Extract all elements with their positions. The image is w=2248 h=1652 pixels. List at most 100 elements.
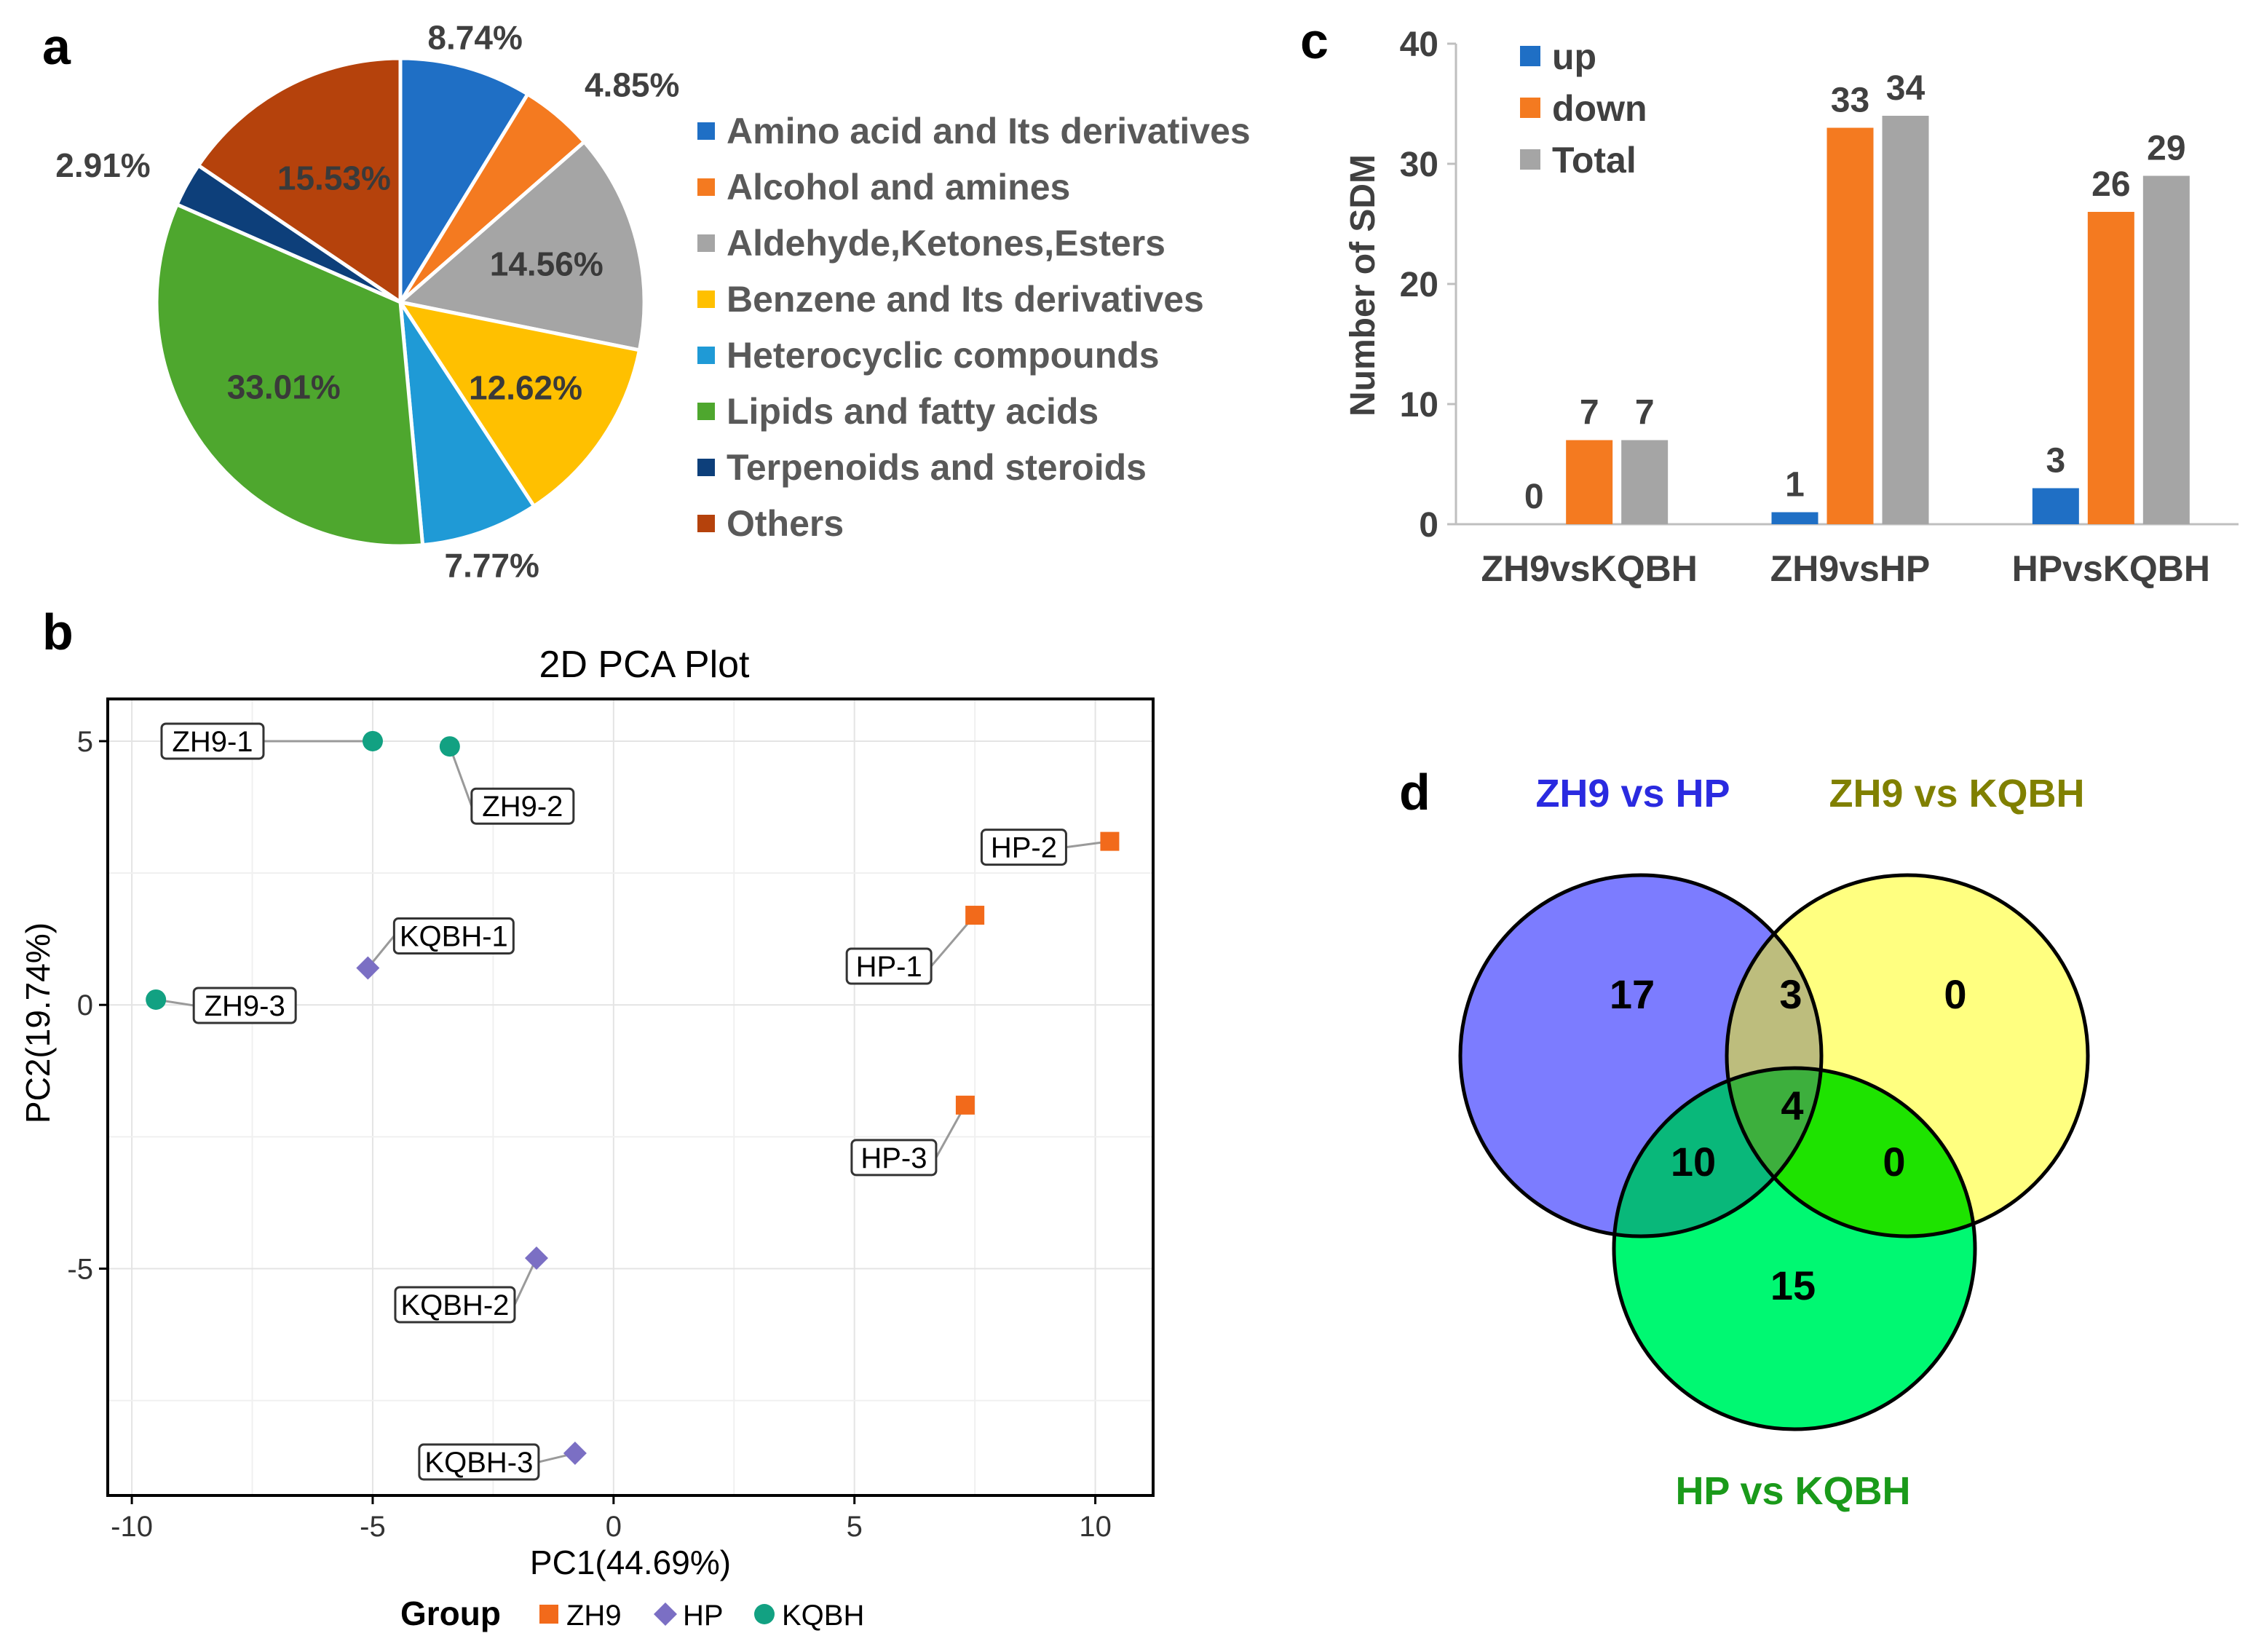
bar-marks (1566, 116, 2190, 524)
bar (1621, 440, 1669, 524)
pie-slice (154, 202, 425, 548)
pie-slice (398, 56, 531, 309)
bar-legend-swatch (1520, 98, 1540, 118)
bar-y-tick-label: 40 (1400, 25, 1438, 64)
bar-category-label: HPvsKQBH (2012, 548, 2210, 589)
pca-legend-label: KQBH (782, 1600, 864, 1632)
pca-point-label: KQBH-3 (424, 1447, 533, 1479)
pca-label-box (418, 1443, 540, 1481)
venn-count-zh9hp-zh9kqbh: 3 (1779, 971, 1802, 1017)
pie-legend-label: Aldehyde,Ketones,Esters (727, 223, 1165, 264)
pca-point (146, 989, 167, 1010)
pca-label-box (392, 917, 515, 955)
pca-point (524, 1246, 548, 1270)
pca-point (356, 956, 380, 980)
pca-point (965, 906, 985, 925)
pie-slice-label: 33.01% (227, 368, 341, 406)
bar-legend-label: down (1552, 88, 1647, 129)
pca-label-box (160, 722, 265, 760)
bar-legend-label: Total (1552, 140, 1636, 181)
pie-slice-label: 2.91% (55, 146, 150, 184)
bar-y-tick-label: 10 (1400, 386, 1438, 424)
pca-x-tick-label: -10 (111, 1511, 153, 1543)
bar-y-tick-label: 30 (1400, 146, 1438, 184)
pie-slices (154, 56, 646, 548)
venn-count-all-three: 4 (1781, 1083, 1803, 1129)
pca-legend-title: Group (400, 1594, 501, 1632)
pie-legend-label: Others (727, 503, 844, 544)
pie-slice-label: 4.85% (585, 66, 679, 104)
bar-legend-swatch (1520, 149, 1540, 170)
pca-point (1100, 831, 1120, 851)
pca-label-box (980, 829, 1067, 866)
pca-labels: ZH9-1 ZH9-2 ZH9-3 HP-1 HP-2 HP-3 KQBH-1 KQBH-2 K… (160, 722, 1067, 1481)
bar (1882, 116, 1929, 524)
pca-grid (108, 699, 1153, 1495)
bar-legend: up down Total (1520, 36, 1647, 181)
bar (1771, 512, 1818, 524)
pie-slice (196, 56, 403, 306)
pca-legend-marker (539, 1605, 558, 1624)
pie-legend-swatch (697, 515, 715, 532)
pca-label-box (850, 1139, 938, 1177)
bar-y-tick-label: 20 (1400, 266, 1438, 304)
pca-y-axis-label: PC2(19.74%) (19, 922, 57, 1123)
pca-point-label: HP-2 (991, 832, 1057, 864)
bar-legend-swatch (1520, 46, 1540, 66)
bar-y-axis-label: Number of SDM (1344, 154, 1382, 416)
pca-point-label: KQBH-2 (400, 1289, 509, 1321)
pca-x-tick-label: -5 (360, 1511, 386, 1543)
bar-y-tick-label: 0 (1419, 506, 1438, 545)
pca-title: 2D PCA Plot (539, 644, 750, 686)
pie-legend-label: Alcohol and amines (727, 167, 1070, 208)
pca-point (563, 1442, 587, 1466)
bar-value-label: 29 (2147, 130, 2185, 168)
venn-diagram: ZH9 vs HP ZH9 vs KQBH HP vs KQBH 17 0 15… (1458, 772, 2090, 1513)
pca-label-box (394, 1286, 516, 1324)
bar-value-label: 0 (1524, 478, 1544, 516)
bar-category-label: ZH9vsKQBH (1481, 548, 1698, 589)
bar-value-label: 26 (2091, 165, 2130, 204)
venn-count-hp-vs-kqbh-only: 15 (1770, 1262, 1816, 1308)
pie-legend-label: Amino acid and Its derivatives (727, 111, 1251, 151)
venn-set-label-hp-vs-kqbh: HP vs KQBH (1675, 1469, 1910, 1513)
pca-label-box (470, 787, 575, 825)
pca-x-tick-label: 0 (606, 1511, 622, 1543)
pca-ticks: -10 -5 0 5 10 -5 0 5 (67, 726, 1111, 1543)
pca-point (439, 736, 460, 757)
panel-label-d: d (1399, 764, 1430, 821)
bar (1826, 127, 1874, 524)
bar-category-label: ZH9vsHP (1770, 548, 1931, 589)
pca-x-tick-label: 5 (847, 1511, 863, 1543)
venn-outline-hp-vs-kqbh (1612, 1066, 1977, 1431)
pca-point-label: ZH9-1 (172, 726, 253, 758)
bar-value-label: 1 (1785, 466, 1805, 505)
bar-value-labels: 0 7 7 1 33 34 3 26 29 (1524, 69, 2186, 516)
bar-value-label: 7 (1580, 394, 1599, 432)
pie-slice (398, 301, 537, 548)
pca-x-tick-label: 10 (1079, 1511, 1112, 1543)
venn-count-zh9-vs-kqbh-only: 0 (1944, 971, 1966, 1017)
pca-label-box (192, 987, 297, 1024)
venn-count-zh9kqbh-hpkqbh: 0 (1883, 1139, 1905, 1185)
pie-slice-label: 14.56% (490, 245, 603, 283)
bar (2142, 175, 2190, 524)
pca-point-label: HP-3 (860, 1142, 927, 1174)
venn-outline-zh9-vs-kqbh (1725, 873, 2090, 1238)
panel-label-c: c (1300, 12, 1329, 69)
pie-slice-label: 15.53% (277, 159, 391, 197)
venn-count-zh9hp-hpkqbh: 10 (1671, 1139, 1716, 1185)
venn-set-label-zh9-vs-kqbh: ZH9 vs KQBH (1829, 772, 2084, 815)
pie-legend-label: Heterocyclic compounds (727, 335, 1160, 376)
pca-y-tick-label: 5 (77, 726, 93, 758)
panel-label-a: a (42, 18, 71, 75)
pie-chart: 8.74% 4.85% 14.56% 12.62% 7.77% 33.01% 2.91% 15… (55, 19, 679, 585)
venn-region-zh9hp-hpkqbh (1614, 1068, 1821, 1236)
pca-label-connector (448, 746, 473, 807)
venn-set-label-zh9-vs-hp: ZH9 vs HP (1535, 772, 1730, 815)
bar (2087, 212, 2134, 524)
bar-value-label: 3 (2046, 442, 2065, 481)
bar (2032, 488, 2079, 524)
